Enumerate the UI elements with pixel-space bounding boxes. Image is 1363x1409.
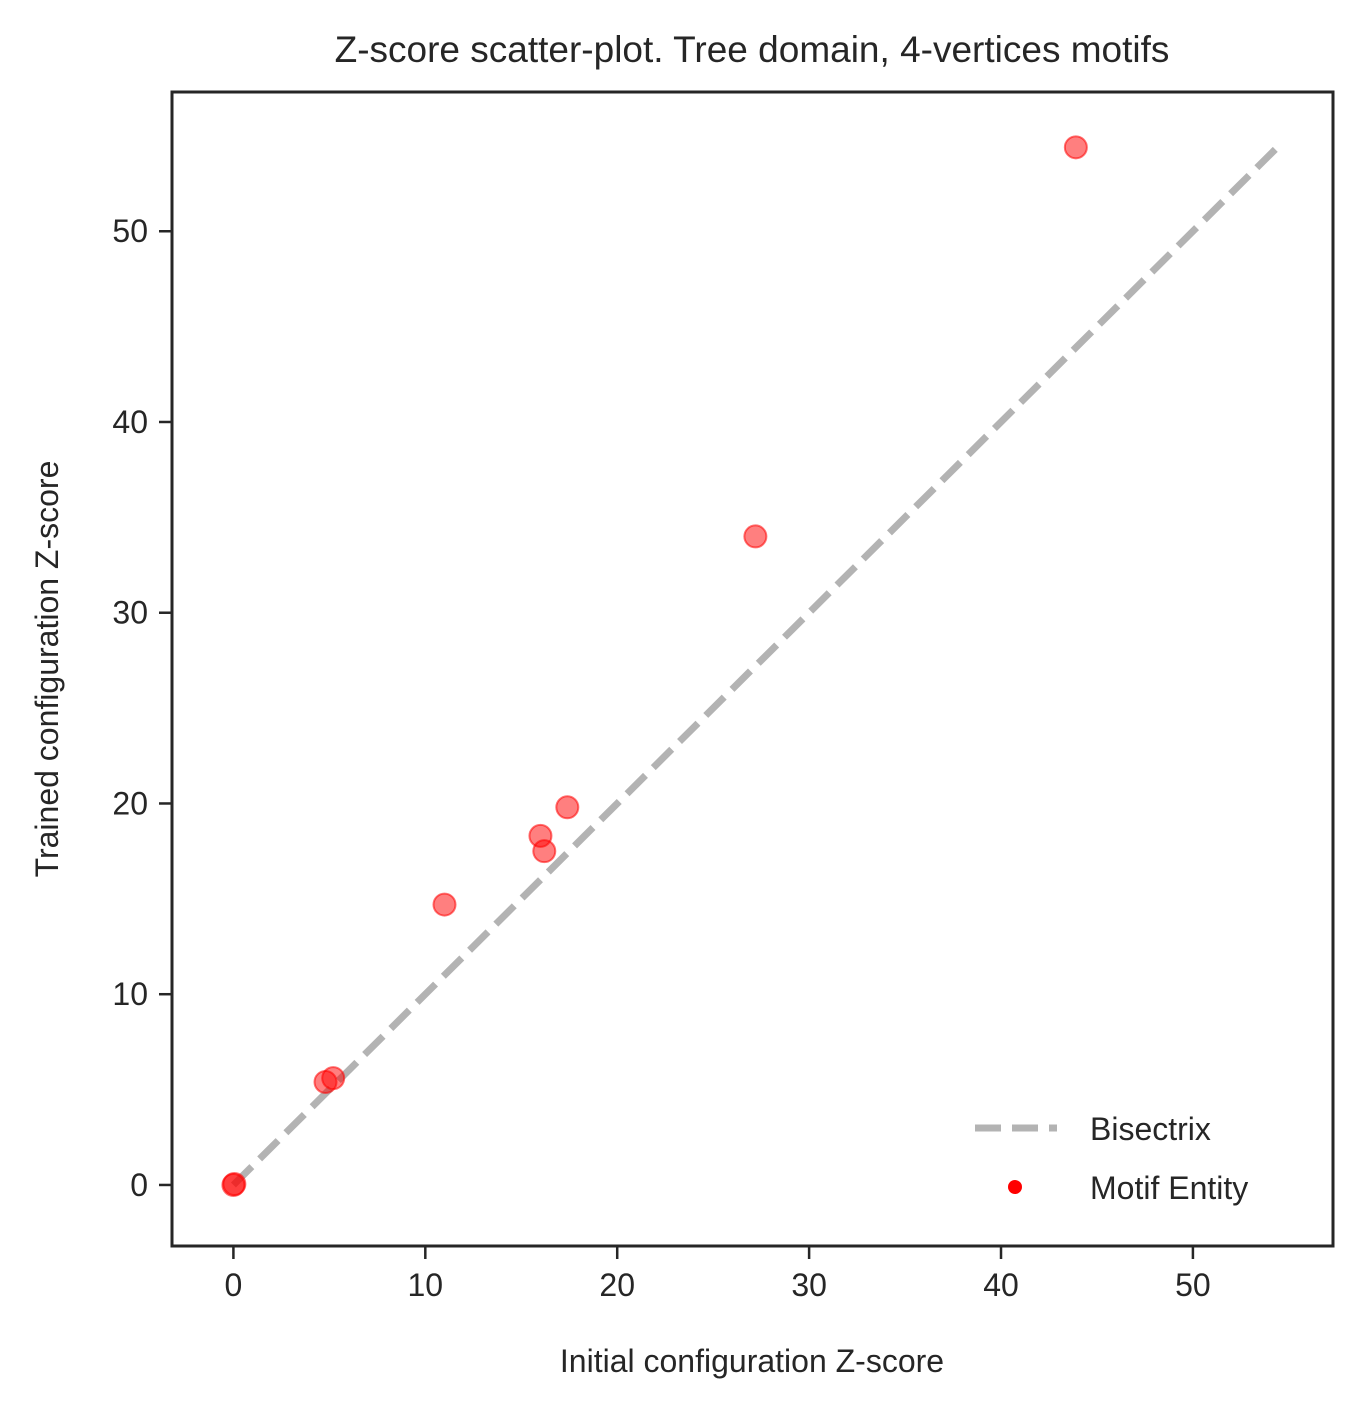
bisectrix-line (230, 144, 1280, 1188)
motif-entity-point (532, 839, 557, 864)
motif-entity-point (555, 795, 580, 820)
x-tick-label: 30 (791, 1267, 827, 1303)
motif-entity-point (432, 892, 457, 917)
legend-motif-entity-label: Motif Entity (1090, 1170, 1248, 1206)
x-tick-label: 40 (983, 1267, 1019, 1303)
y-tick-label: 0 (130, 1167, 148, 1203)
motif-entity-point (222, 1172, 247, 1197)
motif-entity-point (321, 1066, 346, 1091)
x-tick-label: 0 (225, 1267, 243, 1303)
y-axis-label: Trained configuration Z-score (29, 461, 65, 878)
legend-motif-entity-swatch (1008, 1180, 1022, 1194)
legend-bisectrix-label: Bisectrix (1090, 1111, 1211, 1147)
y-tick-label: 40 (112, 404, 148, 440)
legend: Bisectrix Motif Entity (975, 1111, 1248, 1206)
y-tick-label: 30 (112, 595, 148, 631)
x-tick-label: 10 (408, 1267, 444, 1303)
y-tick-label: 10 (112, 976, 148, 1012)
plot-frame (170, 90, 1335, 1248)
motif-entity-point (1063, 135, 1088, 160)
y-tick-label: 20 (112, 785, 148, 821)
series-layer (221, 135, 1280, 1197)
chart-title: Z-score scatter-plot. Tree domain, 4-ver… (335, 29, 1170, 70)
motif-entity-point (743, 524, 768, 549)
y-tick-label: 50 (112, 213, 148, 249)
y-axis-ticks: 0 10 20 30 40 50 (112, 213, 172, 1203)
x-axis-ticks: 0 10 20 30 40 50 (225, 1246, 1211, 1303)
x-tick-label: 20 (599, 1267, 635, 1303)
x-tick-label: 50 (1175, 1267, 1211, 1303)
x-axis-label: Initial configuration Z-score (560, 1343, 944, 1379)
